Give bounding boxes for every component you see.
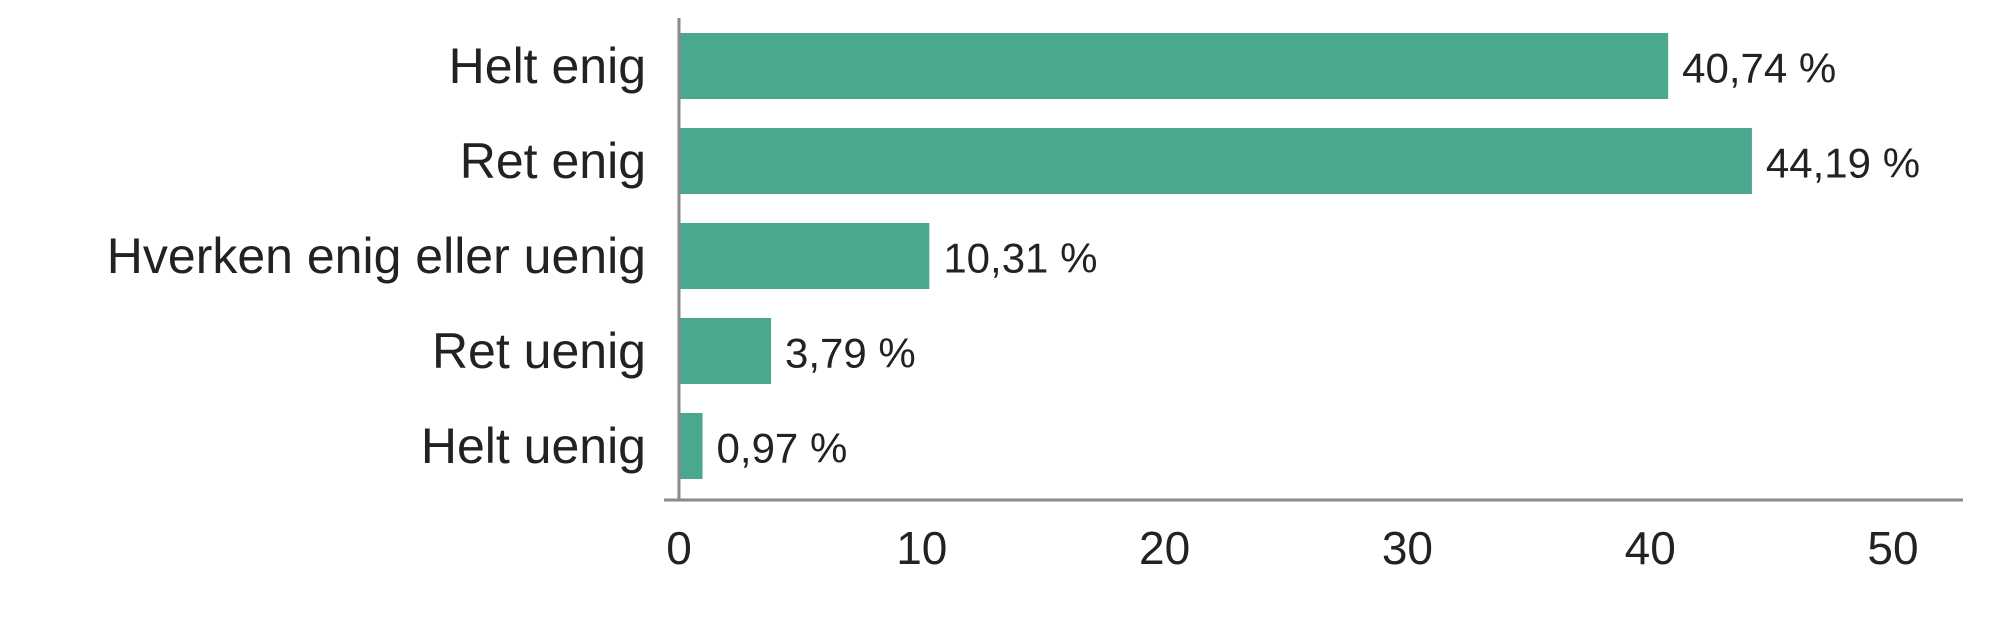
value-label: 0,97 % (717, 425, 848, 472)
bar (679, 128, 1752, 194)
value-label: 3,79 % (785, 330, 916, 377)
category-label: Helt enig (449, 38, 646, 94)
x-tick-label: 40 (1625, 522, 1676, 574)
x-tick-label: 50 (1867, 522, 1918, 574)
x-tick-label: 10 (896, 522, 947, 574)
bar (679, 318, 771, 384)
x-tick-label: 0 (666, 522, 692, 574)
bar (679, 33, 1668, 99)
value-label: 40,74 % (1682, 45, 1836, 92)
category-labels: Helt enig Ret enig Hverken enig eller ueni… (107, 38, 646, 474)
value-label: 44,19 % (1766, 140, 1920, 187)
bar (679, 223, 929, 289)
bar (679, 413, 703, 479)
category-label: Ret enig (460, 133, 646, 189)
x-tick-label: 20 (1139, 522, 1190, 574)
x-axis-ticks: 0 10 20 30 40 50 (666, 522, 1918, 574)
bars-group (679, 33, 1752, 479)
x-tick-label: 30 (1382, 522, 1433, 574)
category-label: Hverken enig eller uenig (107, 228, 646, 284)
value-label: 10,31 % (943, 235, 1097, 282)
category-label: Ret uenig (432, 323, 646, 379)
category-label: Helt uenig (421, 418, 646, 474)
